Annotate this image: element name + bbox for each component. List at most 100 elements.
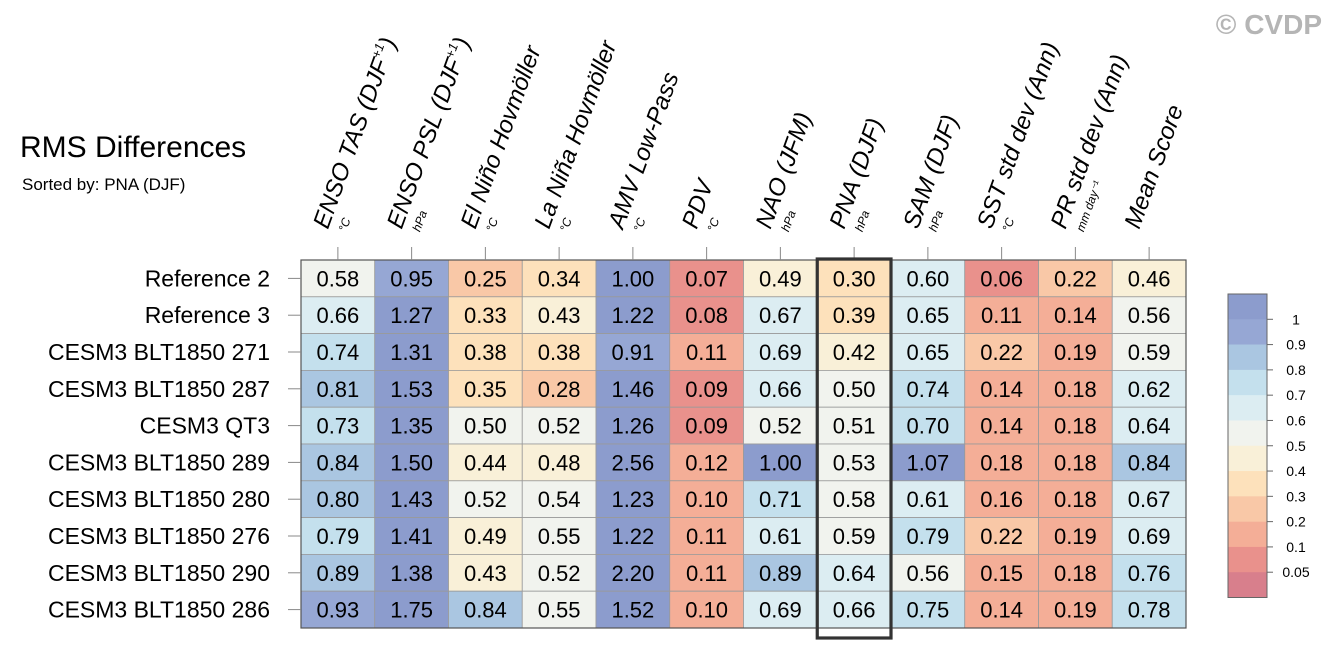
cell-value: 0.30: [833, 266, 876, 291]
cell-value: 0.18: [1054, 487, 1097, 512]
colorbar-label: 0.1: [1286, 539, 1306, 555]
cell-value: 1.00: [611, 266, 654, 291]
heatmap-cell: [743, 554, 818, 592]
cell-value: 0.19: [1054, 524, 1097, 549]
cell-value: 0.09: [685, 414, 728, 439]
colorbar-label: 0.6: [1286, 412, 1306, 428]
cell-value: 1.27: [390, 303, 433, 328]
heatmap-cell: [374, 554, 449, 592]
colorbar-label: 0.5: [1286, 438, 1306, 454]
heatmap-cell: [816, 554, 892, 592]
heatmap-cell: [964, 296, 1039, 334]
cell-value: 1.22: [611, 303, 654, 328]
cell-value: 0.74: [316, 340, 359, 365]
heatmap-cell: [521, 480, 597, 518]
cell-value: 0.49: [464, 524, 507, 549]
cell-value: 0.64: [1128, 414, 1171, 439]
cell-value: 0.19: [1054, 340, 1097, 365]
cell-value: 0.79: [906, 524, 949, 549]
highlighted-column-border: [815, 257, 893, 640]
heatmap-cell: [816, 406, 892, 445]
heatmap-cell: [1111, 480, 1187, 518]
cell-value: 1.53: [390, 377, 433, 402]
row-label-cesm3-blt1850-289: CESM3 BLT1850 289: [48, 449, 270, 475]
column-label-mean-score: Mean Score: [1119, 101, 1189, 232]
cell-value: 1.75: [390, 598, 433, 623]
cell-value: 0.84: [316, 450, 359, 475]
chart-subtitle: Sorted by: PNA (DJF): [22, 175, 185, 194]
colorbar-label: 0.8: [1286, 362, 1306, 378]
heatmap-cell: [816, 296, 892, 334]
heatmap-cell: [1111, 259, 1187, 298]
cell-value: 0.80: [316, 487, 359, 512]
svg-text:El Niño Hovmöller: El Niño Hovmöller: [456, 41, 547, 232]
cell-value: 1.26: [611, 414, 654, 439]
cell-value: 1.35: [390, 414, 433, 439]
colorbar-swatch: [1228, 445, 1267, 472]
colorbar-swatch: [1228, 319, 1267, 345]
cell-value: 0.84: [464, 598, 507, 623]
colorbar-swatch: [1228, 420, 1267, 447]
heatmap-cell: [964, 443, 1039, 482]
row-label-cesm3-blt1850-287: CESM3 BLT1850 287: [48, 376, 270, 402]
row-label-cesm3-blt1850-276: CESM3 BLT1850 276: [48, 523, 270, 549]
highlighted-column-frame: [815, 257, 893, 640]
cell-value: 1.31: [390, 340, 433, 365]
cell-value: 0.11: [981, 303, 1022, 328]
cell-value: 1.52: [611, 598, 654, 623]
heatmap-cell: [743, 296, 818, 334]
heatmap-cell: [374, 590, 449, 629]
heatmap-cell: [816, 443, 892, 482]
heatmap-cell: [521, 296, 597, 334]
heatmap-cell: [669, 406, 744, 445]
heatmap-cell: [300, 333, 376, 371]
cell-value: 0.58: [833, 487, 876, 512]
heatmap-cell: [669, 554, 744, 592]
heatmap-cell: [300, 517, 376, 555]
colorbar-swatch: [1228, 294, 1267, 320]
heatmap-cell: [300, 369, 376, 408]
heatmap-cell: [448, 480, 523, 518]
heatmap-cell: [374, 406, 449, 445]
row-label-cesm3-blt1850-290: CESM3 BLT1850 290: [48, 560, 270, 586]
heatmap-cell: [300, 480, 376, 518]
heatmap-cell: [521, 517, 597, 555]
cell-value: 0.56: [1128, 303, 1171, 328]
cell-value: 0.52: [464, 487, 507, 512]
heatmap-cell: [448, 517, 523, 555]
heatmap-cell: [1111, 443, 1187, 482]
heatmap-frame: [300, 259, 1187, 629]
svg-text:AMV Low-Pass: AMV Low-Pass: [602, 69, 684, 234]
heatmap-cell: [1038, 406, 1113, 445]
cell-value: 1.43: [390, 487, 433, 512]
heatmap-cell: [521, 369, 597, 408]
colorbar-label: 1: [1292, 311, 1300, 327]
cell-value: 0.18: [1054, 561, 1097, 586]
heatmap-cell: [521, 333, 597, 371]
cell-value: 0.38: [464, 340, 507, 365]
cell-value: 0.49: [759, 266, 802, 291]
heatmap-cell: [890, 554, 966, 592]
cell-value: 0.59: [1128, 340, 1171, 365]
cell-value: 0.44: [464, 450, 507, 475]
cell-value: 0.70: [906, 414, 949, 439]
heatmap-cell: [595, 296, 671, 334]
colorbar-swatch: [1228, 572, 1267, 598]
heatmap-cell: [521, 554, 597, 592]
column-unit: hPa: [778, 208, 799, 233]
cell-value: 1.50: [390, 450, 433, 475]
cell-value: 0.60: [906, 266, 949, 291]
heatmap-cell: [595, 480, 671, 518]
heatmap-cell: [521, 590, 597, 629]
heatmap-cell: [1111, 369, 1187, 408]
svg-text:Mean Score: Mean Score: [1119, 101, 1189, 232]
cell-value: 0.15: [980, 561, 1023, 586]
cell-value: 0.78: [1128, 598, 1171, 623]
row-label-cesm3-blt1850-286: CESM3 BLT1850 286: [48, 597, 270, 623]
heatmap-cell: [374, 259, 449, 298]
row-label-cesm3-blt1850-280: CESM3 BLT1850 280: [48, 486, 270, 512]
heatmap-cell: [1111, 333, 1187, 371]
cell-value: 0.58: [316, 266, 359, 291]
cell-value: 0.55: [538, 524, 581, 549]
heatmap-cell: [669, 480, 744, 518]
